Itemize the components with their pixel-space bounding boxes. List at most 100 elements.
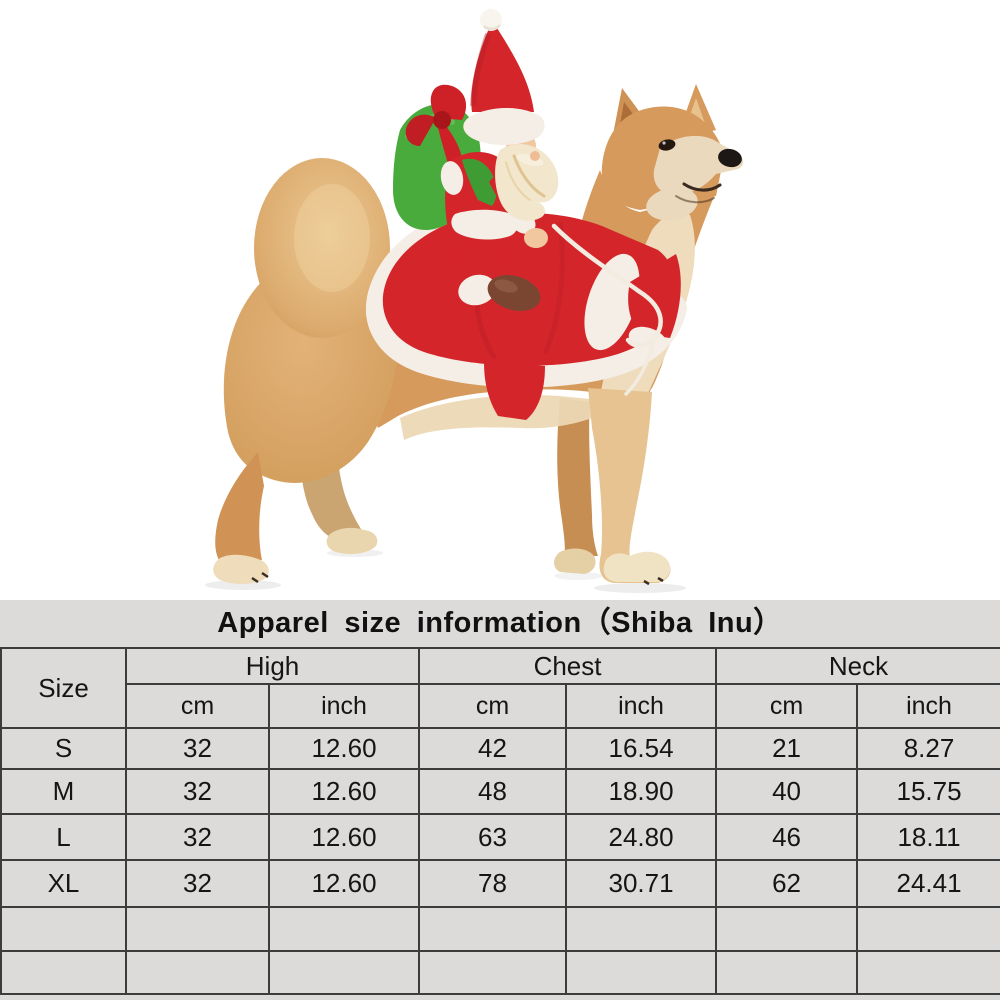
size-cell [0, 950, 127, 995]
dog-chin-shadow [675, 195, 715, 204]
dog-tail [254, 158, 390, 338]
table-header-group-row: Size High Chest Neck [0, 647, 1000, 729]
value-cell: 78 [418, 859, 568, 908]
value-cell: 24.80 [565, 813, 718, 861]
unit-header-chest-cm: cm [418, 683, 568, 729]
costume-cape-fold-2 [542, 221, 565, 355]
value-cell: 40 [715, 768, 859, 815]
value-cell [125, 950, 270, 995]
value-cell [565, 906, 718, 952]
size-cell: S [0, 727, 127, 770]
value-cell: 42 [418, 727, 568, 770]
table-row-m: M 32 12.60 48 18.90 40 15.75 [0, 768, 1000, 815]
santa-hand [524, 228, 548, 248]
size-table-title: Apparel size information（Shiba Inu） [217, 607, 783, 639]
value-cell: 21 [715, 727, 859, 770]
value-cell: 32 [125, 813, 270, 861]
value-cell [565, 950, 718, 995]
value-cell: 48 [418, 768, 568, 815]
unit-header-neck-cm: cm [715, 683, 859, 729]
value-cell: 18.90 [565, 768, 718, 815]
santa-hat-brim-fur [463, 107, 545, 146]
value-cell [856, 906, 1000, 952]
bow-loop-left [405, 114, 436, 146]
santa-mustache [516, 153, 544, 167]
size-cell [0, 906, 127, 952]
santa-hat-shade [470, 33, 491, 107]
value-cell [418, 906, 568, 952]
costume-drawcord [551, 223, 663, 348]
size-cell: L [0, 813, 127, 861]
costume-drawcord-tail [624, 336, 656, 396]
unit-header-high-cm: cm [125, 683, 270, 729]
product-photo [205, 9, 744, 593]
dog-mouth [682, 182, 722, 192]
value-cell: 32 [125, 727, 270, 770]
value-cell: 15.75 [856, 768, 1000, 815]
santa-hat [471, 26, 534, 112]
bow-knot [433, 111, 451, 129]
table-unit-header-row: cm inch cm inch cm inch [1, 683, 1000, 729]
value-cell [856, 950, 1000, 995]
unit-header-chest-inch: inch [565, 683, 718, 729]
table-row-l: L 32 12.60 63 24.80 46 18.11 [0, 813, 1000, 861]
dog-rear-paw-claws [251, 571, 269, 584]
dog-rear-paw-far [326, 527, 378, 554]
costume-collar-red [628, 254, 681, 338]
dog-nose [718, 148, 742, 168]
value-cell: 12.60 [267, 727, 421, 770]
value-cell [715, 950, 859, 995]
santa-hat-pompom [480, 9, 502, 31]
dog-muzzle [653, 135, 744, 196]
value-cell: 24.41 [856, 859, 1000, 908]
value-cell: 16.54 [565, 727, 718, 770]
bow-loop-top [430, 84, 467, 120]
size-info-panel: Apparel size information（Shiba Inu） Size… [0, 600, 1000, 1000]
dog-eye-glint [662, 141, 666, 145]
value-cell: 18.11 [856, 813, 1000, 861]
dog-rear-paw-near [213, 554, 269, 584]
ground-shadows [205, 549, 686, 593]
table-row-xl: XL 32 12.60 78 30.71 62 24.41 [0, 859, 1000, 908]
value-cell: 63 [418, 813, 568, 861]
value-cell: 8.27 [856, 727, 1000, 770]
santa-hat-pompom-shade [483, 24, 501, 31]
size-column-header: Size [0, 647, 127, 729]
size-table: Size High Chest Neck cm inch cm inch cm … [0, 647, 1000, 995]
santa-bag-strap [462, 158, 497, 206]
dog-rear-leg-near [215, 452, 264, 562]
size-cell: M [0, 768, 127, 815]
unit-header-high-inch: inch [267, 683, 421, 729]
dog-front-paw-near [603, 551, 671, 582]
santa-leg-cuff-fur [458, 274, 496, 306]
value-cell: 62 [715, 859, 859, 908]
santa-beard-streak-2 [505, 161, 531, 201]
column-group-chest: Chest [418, 647, 718, 685]
value-cell: 12.60 [267, 859, 421, 908]
santa-beard-streak-1 [512, 154, 546, 198]
table-row-s: S 32 12.60 42 16.54 21 8.27 [0, 727, 1000, 770]
dog-front-leg-far [557, 398, 598, 556]
value-cell [715, 906, 859, 952]
dog-head [601, 84, 744, 221]
costume-belly-band [484, 362, 545, 420]
costume-collar-fur [584, 253, 640, 351]
table-row-empty [0, 906, 1000, 952]
value-cell: 32 [125, 768, 270, 815]
column-group-neck: Neck [715, 647, 1000, 685]
dog-tail-highlight [294, 184, 370, 292]
value-cell: 12.60 [267, 768, 421, 815]
table-row-empty [0, 950, 1000, 995]
dog-front-paw-far [554, 548, 596, 574]
value-cell [267, 950, 421, 995]
dog-santa-illustration [205, 9, 744, 593]
santa-doll [393, 9, 559, 311]
size-cell: XL [0, 859, 127, 908]
dog-front-leg-near [588, 388, 671, 583]
value-cell: 46 [715, 813, 859, 861]
dog-cheek [646, 187, 698, 221]
santa-boot-highlight [494, 279, 518, 293]
santa-jacket-hem-fur [451, 209, 518, 240]
santa-nose [530, 151, 540, 161]
